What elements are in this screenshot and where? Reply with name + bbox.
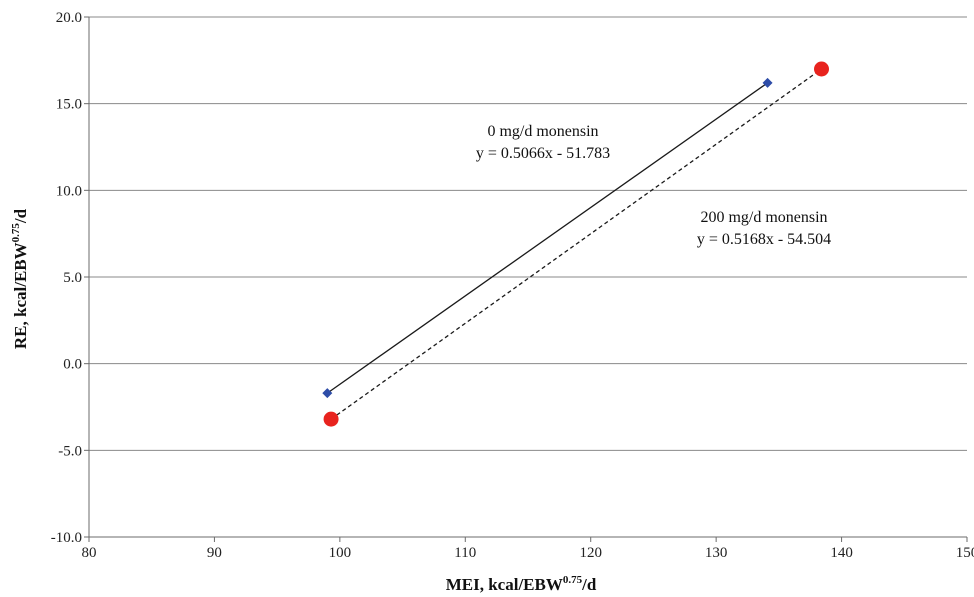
series-2-point xyxy=(323,411,339,427)
gridlines xyxy=(89,16,967,451)
series-1-trend-line xyxy=(326,82,768,394)
tick-labels: 20.0 15.0 10.0 5.0 0.0 -5.0 -10.080 90 100 110 120… xyxy=(51,10,974,561)
series-1-name: 0 mg/d monensin xyxy=(487,123,598,140)
x-tick-label: 90 xyxy=(207,545,222,561)
x-axis-title: MEI, kcal/EBW0.75/d xyxy=(446,574,597,594)
x-tick-label: 140 xyxy=(830,545,853,561)
axes xyxy=(84,16,968,542)
series-1-point xyxy=(322,388,333,399)
data-points xyxy=(322,61,830,427)
y-tick-label: -5.0 xyxy=(58,443,82,459)
series-1-equation: y = 0.5066x - 51.783 xyxy=(476,145,610,162)
y-tick-label: -10.0 xyxy=(51,530,82,546)
series-2-point xyxy=(814,61,830,77)
x-tick-label: 100 xyxy=(329,545,352,561)
x-tick-label: 120 xyxy=(579,545,602,561)
y-tick-label: 20.0 xyxy=(56,10,82,26)
trend-lines xyxy=(326,68,822,420)
y-tick-label: 15.0 xyxy=(56,97,82,113)
series-2-equation: y = 0.5168x - 54.504 xyxy=(697,231,831,248)
y-tick-label: 5.0 xyxy=(63,270,82,286)
series-2-trend-line xyxy=(330,68,822,420)
series-1-point xyxy=(762,77,773,88)
y-tick-label: 10.0 xyxy=(56,183,82,199)
x-tick-label: 150 xyxy=(956,545,974,561)
x-tick-label: 110 xyxy=(454,545,476,561)
x-tick-label: 80 xyxy=(82,545,97,561)
y-tick-label: 0.0 xyxy=(63,357,82,373)
y-axis-title: RE, kcal/EBW0.75/d xyxy=(10,208,30,349)
x-tick-label: 130 xyxy=(705,545,728,561)
series-2-name: 200 mg/d monensin xyxy=(700,209,827,226)
